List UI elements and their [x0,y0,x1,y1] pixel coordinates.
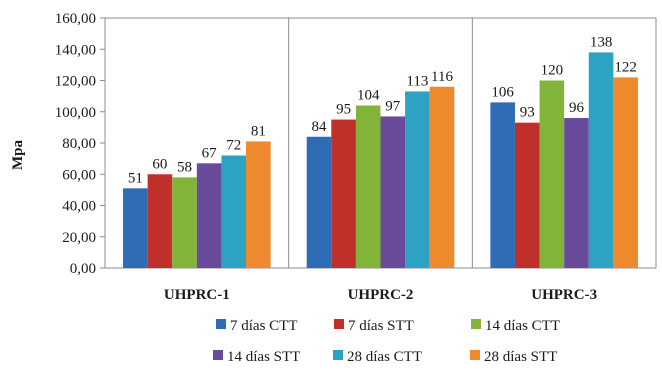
bar [429,86,455,268]
bar [514,122,540,268]
legend-label: 28 días STT [484,349,557,365]
bar [246,141,271,268]
data-label: 60 [152,156,167,172]
legend-swatch [333,350,343,360]
data-label: 95 [336,102,351,118]
category-label: UHPRC-1 [164,287,230,303]
data-label: 138 [590,34,613,50]
legend-swatch [334,319,344,329]
bar [588,52,614,268]
bar [539,80,565,268]
bar [306,136,332,268]
legend-swatch [216,319,226,329]
y-tick-label: 100,00 [55,105,96,121]
y-tick-label: 60,00 [62,167,96,183]
legend-label: 14 días STT [227,349,300,365]
bar [613,77,638,268]
y-tick-label: 0,00 [70,261,96,277]
category-label: UHPRC-2 [348,287,414,303]
data-label: 113 [406,73,428,89]
legend-label: 14 días CTT [485,318,560,334]
bar [331,119,356,268]
data-label: 116 [431,69,453,85]
legend-label: 7 días STT [348,318,414,334]
y-axis-label: Mpa [10,140,26,171]
data-label: 81 [251,123,266,139]
data-label: 72 [226,138,241,154]
category-label: UHPRC-3 [531,287,597,303]
data-label: 120 [541,63,564,79]
data-label: 67 [202,145,218,161]
legend-swatch [470,350,480,360]
bar [564,118,589,268]
bar [490,102,515,268]
data-label: 122 [614,59,637,75]
data-label: 84 [312,119,328,135]
legend-swatch [471,319,481,329]
data-label: 93 [520,105,535,121]
bar [147,174,173,268]
data-label: 58 [177,159,192,175]
legend-label: 28 días CTT [347,349,422,365]
data-label: 97 [385,98,401,114]
legend-swatch [213,350,223,360]
bar [172,177,197,268]
bar [405,91,430,268]
y-tick-label: 160,00 [55,11,96,27]
y-tick-label: 20,00 [62,230,96,246]
data-label: 96 [569,100,585,116]
plot-area: 0,00 20,00 40,00 60,00 80,00 100,00 120,00 140,… [55,11,657,303]
y-tick-label: 80,00 [62,136,96,152]
y-tick-label: 40,00 [62,199,96,215]
y-tick-label: 120,00 [55,74,96,90]
data-label: 104 [357,88,380,104]
bar [196,163,222,268]
bar [123,188,148,268]
bar [355,105,381,268]
legend: 7 días CTT 7 días STT 14 días CTT 14 días S… [213,318,560,365]
data-label: 106 [491,84,514,100]
legend-label: 7 días CTT [230,318,298,334]
data-label: 51 [128,170,143,186]
y-tick-label: 140,00 [55,42,96,58]
bar [380,116,406,268]
bar [221,155,247,268]
